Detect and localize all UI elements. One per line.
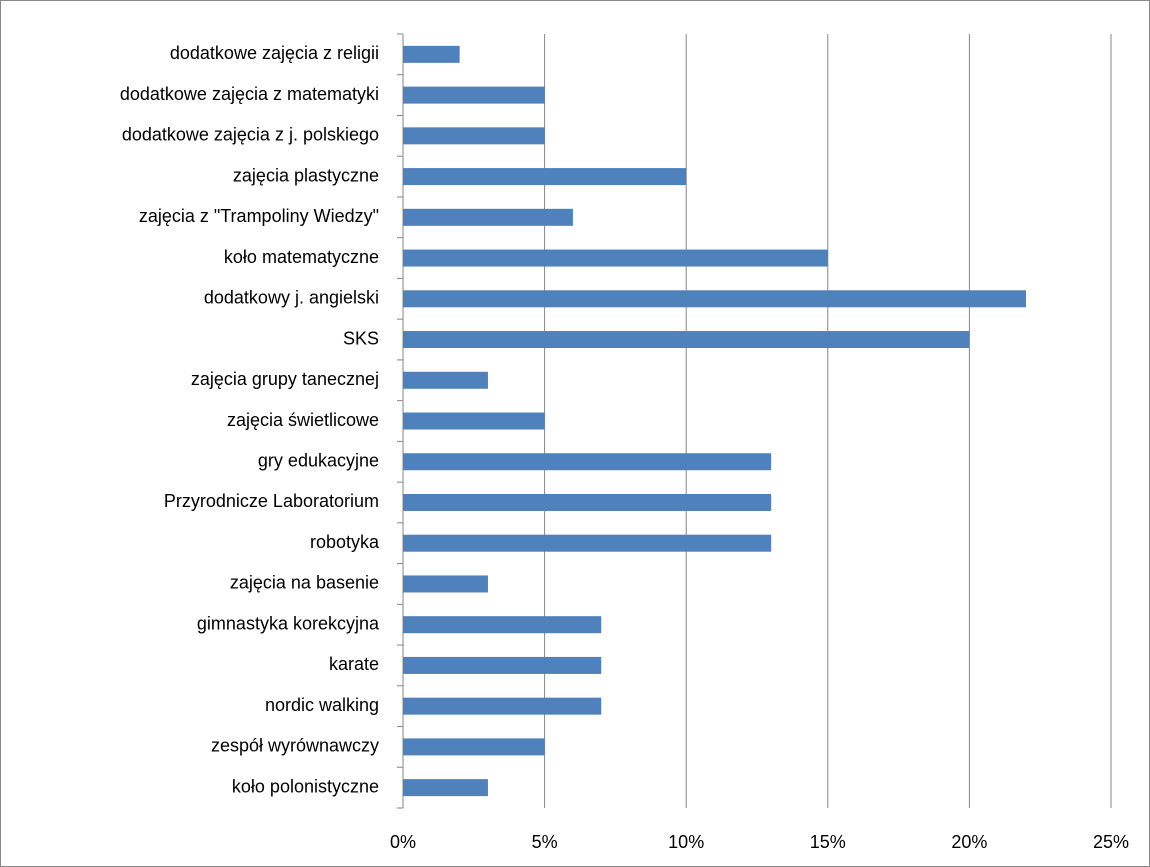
bar (403, 45, 460, 63)
bar (403, 656, 602, 674)
y-tick-label: zespół wyrównawczy (211, 736, 379, 756)
x-tick-label: 20% (951, 832, 987, 852)
y-tick-label: nordic walking (265, 695, 379, 715)
y-tick-label: gimnastyka korekcyjna (197, 613, 380, 633)
x-tick-label: 5% (532, 832, 558, 852)
y-tick-label: karate (329, 654, 379, 674)
y-tick-label: koło matematyczne (224, 247, 379, 267)
bar (403, 493, 772, 511)
y-tick-label: zajęcia plastyczne (233, 165, 379, 185)
bar (403, 616, 602, 634)
y-tick-label: dodatkowe zajęcia z matematyki (120, 84, 379, 104)
bar (403, 779, 488, 797)
x-tick-label: 10% (668, 832, 704, 852)
x-tick-label: 15% (810, 832, 846, 852)
y-tick-label: zajęcia świetlicowe (227, 410, 379, 430)
y-tick-label: dodatkowy j. angielski (204, 288, 379, 308)
bar (403, 331, 970, 349)
y-tick-label: dodatkowe zajęcia z religii (170, 43, 379, 63)
bar (403, 86, 545, 104)
bar (403, 249, 828, 267)
y-tick-label: koło polonistyczne (232, 776, 379, 796)
y-tick-label: SKS (343, 328, 379, 348)
y-tick-label: Przyrodnicze Laboratorium (164, 491, 379, 511)
bar (403, 127, 545, 145)
bar (403, 412, 545, 430)
bar (403, 371, 488, 389)
bar (403, 697, 602, 715)
bar (403, 168, 687, 186)
y-tick-label: robotyka (310, 532, 380, 552)
bar (403, 534, 772, 552)
x-tick-label: 0% (390, 832, 416, 852)
bar (403, 290, 1027, 308)
y-tick-label: zajęcia z "Trampoliny Wiedzy" (139, 206, 379, 226)
bar (403, 453, 772, 471)
y-tick-label: zajęcia na basenie (230, 573, 379, 593)
bar (403, 575, 488, 593)
y-tick-label: gry edukacyjne (258, 450, 379, 470)
y-tick-label: zajęcia grupy tanecznej (191, 369, 379, 389)
bar (403, 738, 545, 756)
bar (403, 208, 573, 226)
y-tick-label: dodatkowe zajęcia z j. polskiego (122, 125, 379, 145)
x-tick-label: 25% (1093, 832, 1129, 852)
